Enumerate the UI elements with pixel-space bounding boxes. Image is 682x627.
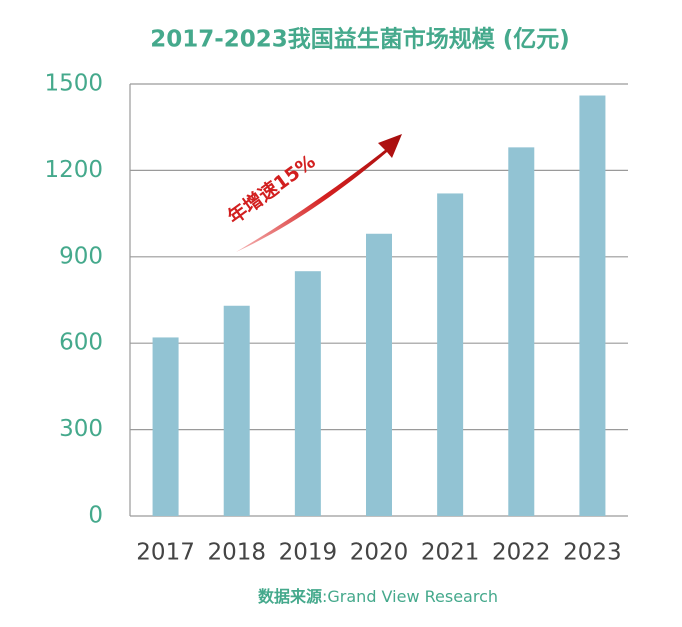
bar <box>579 95 606 517</box>
bar <box>223 305 250 516</box>
source-label: 数据来源 <box>258 587 322 606</box>
y-tick-label: 0 <box>88 503 103 529</box>
x-tick-label: 2019 <box>279 540 338 566</box>
bar <box>508 147 535 517</box>
y-tick-label: 600 <box>59 330 103 356</box>
y-tick-label: 300 <box>59 416 103 442</box>
bar <box>366 233 392 516</box>
y-tick-label: 900 <box>59 243 103 269</box>
source-text: :Grand View Research <box>322 587 498 606</box>
source: 数据来源:Grand View Research <box>258 587 498 606</box>
x-tick-label: 2017 <box>136 540 195 566</box>
growth-arrow <box>236 134 402 252</box>
bar <box>152 337 179 516</box>
plot-area: 0 300 600 900 1200 1500 2017 2018 2019 2020 2021 20… <box>44 71 628 566</box>
y-tick-label: 1500 <box>44 71 103 97</box>
x-tick-label: 2021 <box>421 540 480 566</box>
x-tick-label: 2022 <box>492 540 551 566</box>
bar <box>294 271 321 516</box>
y-tick-label: 1200 <box>44 157 103 183</box>
annotation: 年增速15% <box>223 150 319 229</box>
x-tick-label: 2020 <box>350 540 409 566</box>
x-tick-label: 2018 <box>207 540 266 566</box>
x-tick-label: 2023 <box>563 540 622 566</box>
bar <box>437 193 464 516</box>
chart-title: 2017-2023我国益生菌市场规模 (亿元) <box>150 26 570 53</box>
